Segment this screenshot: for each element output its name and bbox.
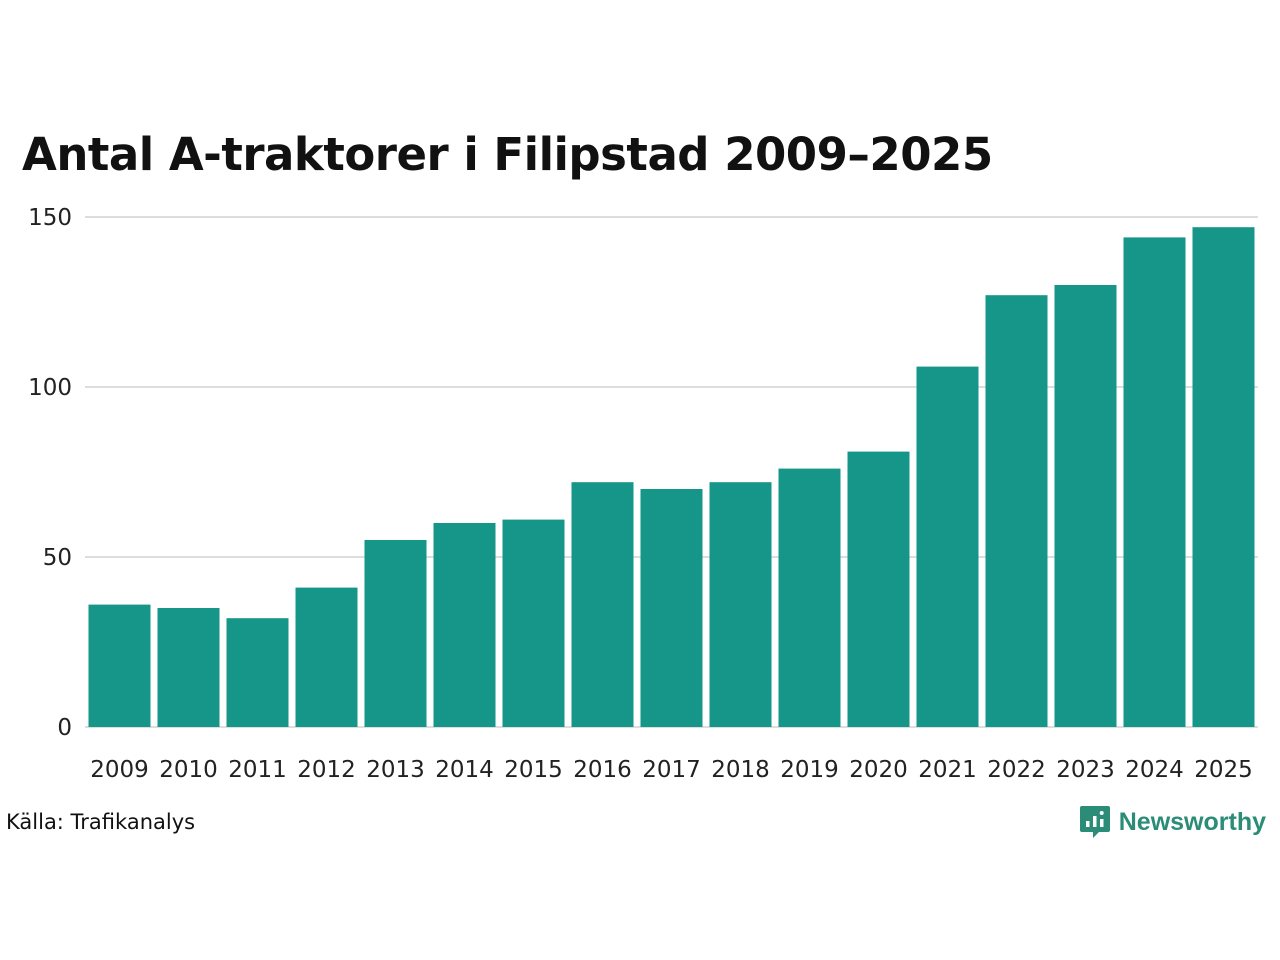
- x-tick-label: 2016: [573, 757, 632, 783]
- bar-2019: [778, 468, 841, 727]
- x-tick-label: 2021: [918, 757, 977, 783]
- source-note: Källa: Trafikanalys: [6, 810, 196, 834]
- x-tick-label: 2022: [987, 757, 1046, 783]
- y-axis: 0 50 100 150: [28, 205, 72, 741]
- x-tick-label: 2009: [90, 757, 149, 783]
- newsworthy-logo-icon: [1079, 806, 1110, 838]
- x-tick-label: 2012: [297, 757, 356, 783]
- x-tick-label: 2018: [711, 757, 770, 783]
- x-tick-label: 2013: [366, 757, 425, 783]
- x-tick-label: 2011: [228, 757, 287, 783]
- bar-2023: [1054, 285, 1117, 727]
- bar-2024: [1123, 237, 1186, 727]
- bar-2018: [709, 482, 772, 727]
- x-tick-label: 2019: [780, 757, 839, 783]
- x-tick-label: 2023: [1056, 757, 1115, 783]
- bar-2016: [571, 482, 634, 727]
- y-tick-label: 0: [57, 715, 72, 741]
- bar-2013: [364, 540, 427, 727]
- bar-2022: [985, 295, 1048, 727]
- y-tick-label: 100: [28, 375, 72, 401]
- bar-2009: [88, 604, 151, 727]
- y-tick-label: 150: [28, 205, 72, 231]
- y-tick-label: 50: [43, 545, 72, 571]
- x-tick-label: 2020: [849, 757, 908, 783]
- bar-2010: [157, 608, 220, 727]
- x-tick-label: 2025: [1194, 757, 1253, 783]
- x-axis: 2009 2010 2011 2012 2013 2014 2015 2016 2017 2018…: [90, 757, 1253, 783]
- x-tick-label: 2014: [435, 757, 494, 783]
- x-tick-label: 2015: [504, 757, 563, 783]
- bar-2012: [295, 587, 358, 727]
- x-tick-label: 2024: [1125, 757, 1184, 783]
- bar-2014: [433, 523, 496, 727]
- bar-layer: [88, 227, 1255, 727]
- brand: Newsworthy: [1079, 804, 1266, 840]
- bar-2025: [1192, 227, 1255, 727]
- bar-2020: [847, 451, 910, 727]
- chart-title: Antal A-traktorer i Filipstad 2009–2025: [22, 128, 993, 181]
- brand-name: Newsworthy: [1118, 807, 1266, 836]
- bar-2011: [226, 618, 289, 727]
- bar-2015: [502, 519, 565, 727]
- bar-2017: [640, 489, 703, 727]
- x-tick-label: 2010: [159, 757, 218, 783]
- x-tick-label: 2017: [642, 757, 701, 783]
- bar-2021: [916, 366, 979, 727]
